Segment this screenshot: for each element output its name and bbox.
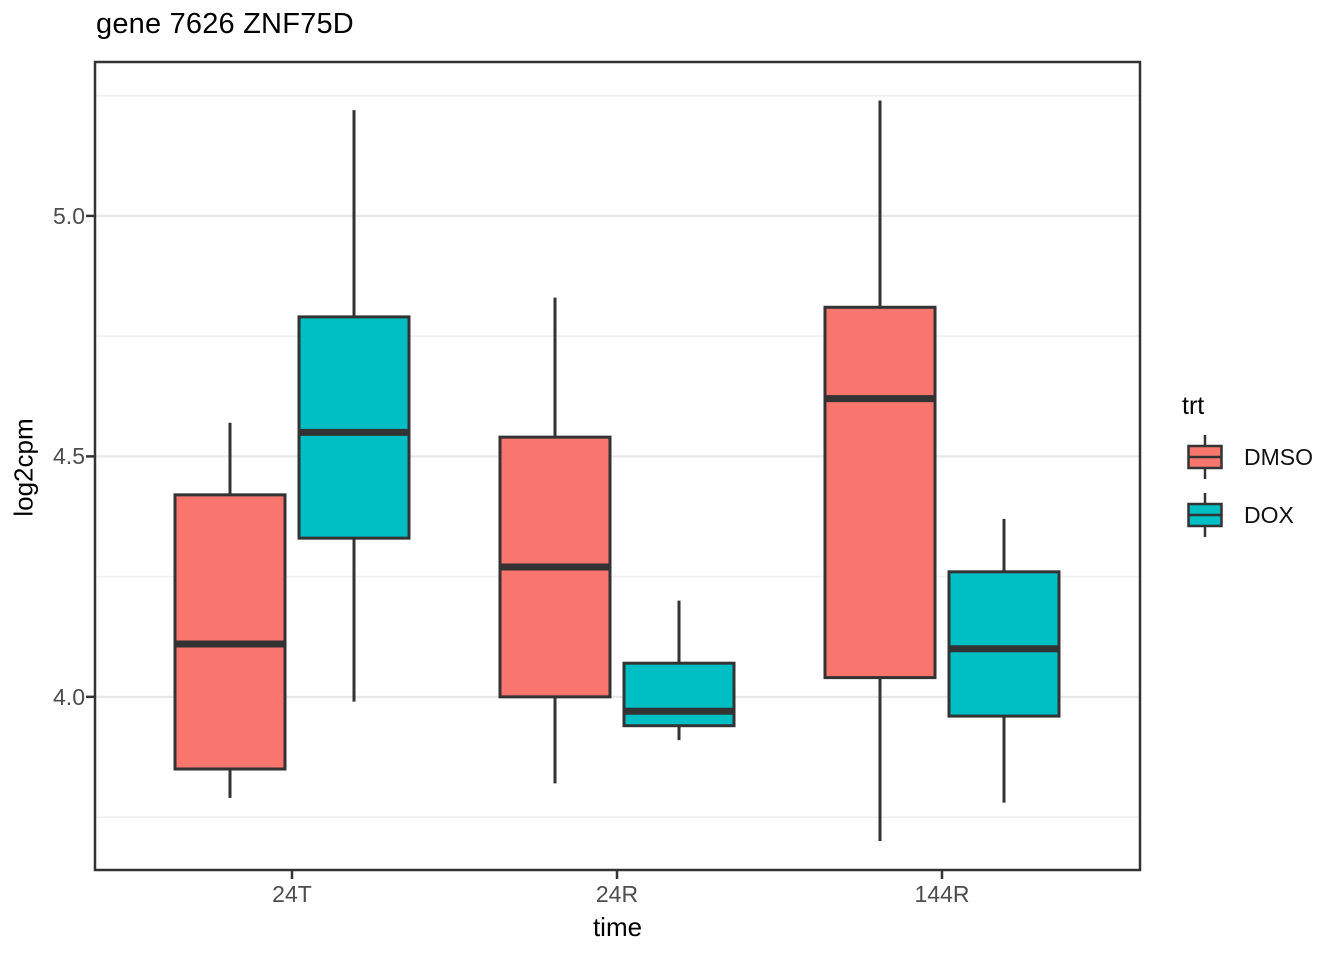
legend-label-DOX: DOX — [1244, 501, 1294, 528]
legend-key-boxplot-icon — [1187, 435, 1223, 479]
y-tick-label: 4.0 — [53, 683, 85, 710]
legend-label-DMSO: DMSO — [1244, 443, 1313, 470]
box-24T-DMSO-iqr — [173, 493, 287, 771]
box-144R-DMSO-iqr — [823, 305, 937, 680]
x-tick-label: 24T — [272, 881, 312, 907]
box-24R-DOX-iqr — [622, 661, 736, 728]
x-tick-label: 24R — [595, 881, 639, 907]
chart-title: gene 7626 ZNF75D — [96, 8, 354, 40]
legend-entries: DMSO DOX — [1176, 433, 1313, 539]
y-axis-title: log2cpm — [8, 418, 39, 517]
y-tick-label: 4.5 — [53, 443, 85, 470]
legend-key-boxplot-icon — [1187, 493, 1223, 537]
box-24T-DOX-iqr — [297, 315, 411, 540]
x-axis-title: time — [592, 912, 643, 942]
legend-entry-DOX: DOX — [1176, 491, 1313, 539]
box-144R-DOX-iqr — [947, 570, 1061, 718]
legend-title: trt — [1182, 392, 1205, 420]
legend-entry-DMSO: DMSO — [1176, 433, 1313, 481]
x-tick-label: 144R — [914, 881, 970, 907]
y-tick-label: 5.0 — [53, 202, 85, 229]
legend: trt DMSO DOX — [1176, 392, 1313, 549]
